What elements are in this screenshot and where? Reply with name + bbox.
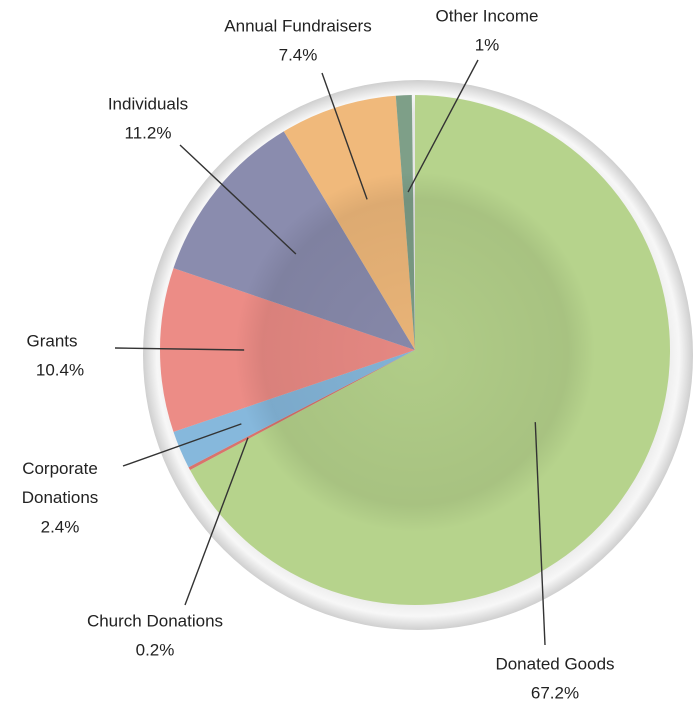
slice-label: Individuals (108, 94, 188, 113)
leader-line (114, 347, 245, 351)
slice-value-label: 10.4% (36, 360, 84, 379)
leader-line (179, 144, 297, 255)
leader-line (321, 72, 368, 200)
slice-value-label: 67.2% (531, 683, 579, 702)
slice-label: Other Income (436, 6, 539, 25)
slice-label: Church Donations (87, 611, 223, 630)
slice-label: Donated Goods (495, 654, 614, 673)
slice-value-label: 0.2% (136, 640, 175, 659)
slice-label: Annual Fundraisers (224, 16, 371, 35)
leader-line (122, 423, 242, 467)
slice-label: Grants (26, 331, 77, 350)
slice-value-label: 1% (475, 35, 500, 54)
leader-line (407, 59, 479, 193)
slice-value-label: 11.2% (125, 123, 172, 142)
slice-value-label: 7.4% (279, 45, 318, 64)
plate-well (235, 172, 595, 532)
leader-line (534, 422, 546, 646)
leader-line (184, 437, 249, 606)
slice-label: Corporate Donations (22, 459, 99, 507)
slice-value-label: 2.4% (41, 517, 80, 536)
